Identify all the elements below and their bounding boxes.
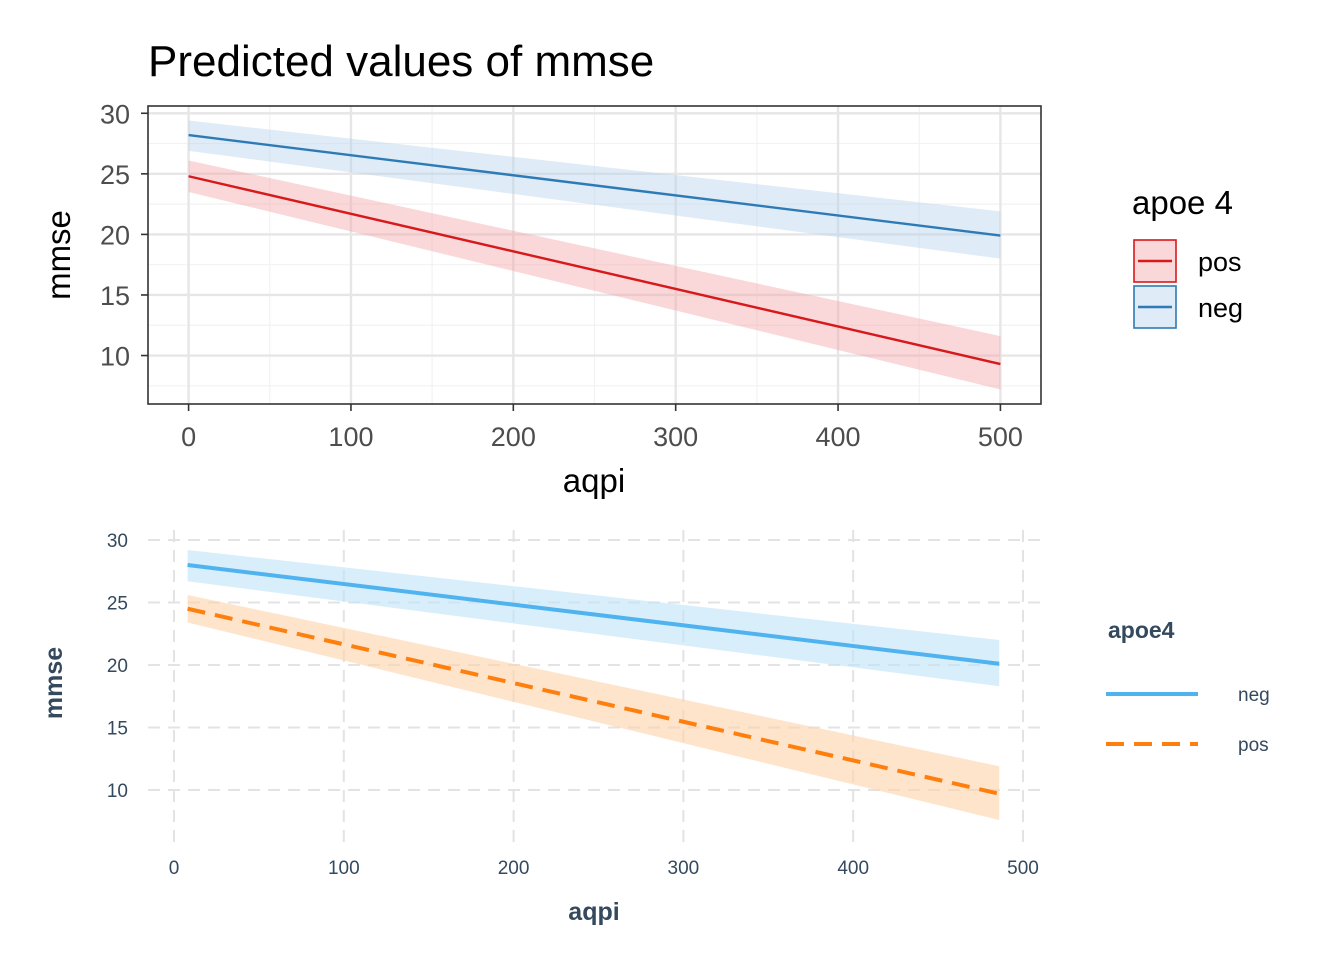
x-tick-label: 200 [498, 858, 530, 879]
panel1-legend: apoe 4 pos neg [1132, 184, 1243, 329]
x-tick-label: 500 [1007, 858, 1039, 879]
panel2-legend-title: apoe4 [1108, 617, 1175, 643]
y-tick-label: 15 [100, 281, 130, 311]
x-tick-label: 100 [328, 422, 373, 452]
x-tick-label: 500 [978, 422, 1023, 452]
legend-label-pos: pos [1198, 247, 1242, 277]
x-tick-label: 0 [181, 422, 196, 452]
x-tick-label: 400 [816, 422, 861, 452]
y-tick-label: 10 [100, 342, 130, 372]
panel1-axes: 0 100 200 300 400 500 10 15 20 25 30 [100, 99, 1023, 452]
series-line-pos [188, 175, 1001, 366]
y-tick-label: 30 [107, 531, 128, 552]
panel1-y-axis-label: mmse [40, 210, 77, 300]
y-tick-label: 30 [100, 99, 130, 129]
y-tick-label: 25 [100, 160, 130, 190]
panel2-y-axis-label: mmse [40, 647, 68, 719]
y-tick-label: 20 [107, 656, 128, 677]
panel2-series-lines [187, 563, 1000, 796]
panel1-x-axis-label: aqpi [563, 462, 625, 499]
x-tick-label: 300 [668, 858, 700, 879]
x-tick-label: 200 [491, 422, 536, 452]
series-line-neg [188, 133, 1001, 237]
panel1-confidence-bands [188, 120, 1001, 390]
panel1-border [147, 105, 1042, 405]
y-tick-label: 20 [100, 220, 130, 250]
confidence-band-pos [187, 595, 1000, 820]
y-tick-label: 25 [107, 594, 128, 615]
y-tick-label: 15 [107, 719, 128, 740]
panel1-legend-title: apoe 4 [1132, 184, 1233, 221]
legend-label-neg: neg [1198, 293, 1243, 323]
panel2-axes: 0 100 200 300 400 500 10 15 20 25 30 [107, 531, 1039, 879]
panel2-legend: apoe4 neg pos [1106, 617, 1270, 756]
panel2-confidence-bands [187, 550, 1000, 820]
panel2-x-axis-label: aqpi [568, 898, 619, 926]
x-tick-label: 400 [837, 858, 869, 879]
y-tick-label: 10 [107, 781, 128, 802]
chart-title: Predicted values of mmse [148, 37, 654, 86]
x-tick-label: 300 [653, 422, 698, 452]
confidence-band-neg [187, 550, 1000, 687]
x-tick-label: 0 [169, 858, 180, 879]
confidence-band-pos [188, 160, 1001, 390]
panel1-series-lines [188, 133, 1001, 366]
confidence-band-neg [188, 120, 1001, 259]
x-tick-label: 100 [328, 858, 360, 879]
legend-label-neg: neg [1238, 685, 1270, 706]
legend-label-pos: pos [1238, 735, 1269, 756]
series-line-neg [187, 563, 1000, 666]
